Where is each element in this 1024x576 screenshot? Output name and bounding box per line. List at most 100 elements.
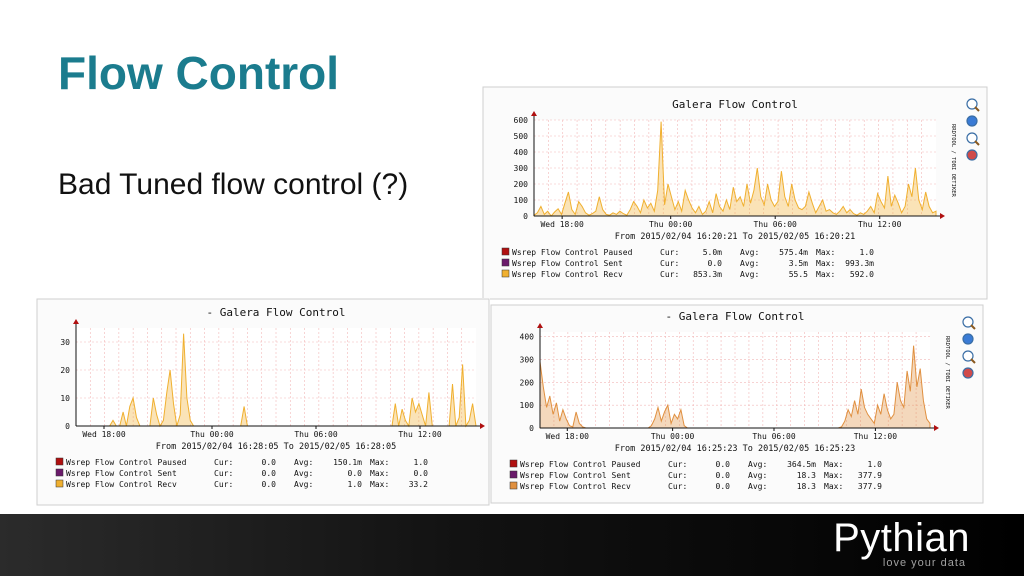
legend-max-value: 1.0 — [868, 460, 883, 469]
zoom-in-icon[interactable] — [966, 98, 980, 112]
legend-avg-label: Avg: — [294, 458, 313, 467]
date-range-label: From 2015/02/04 16:28:05 To 2015/02/05 1… — [156, 442, 397, 452]
y-tick-label: 0 — [529, 424, 534, 433]
legend-max-value: 33.2 — [409, 480, 428, 489]
legend-series-name: Wsrep Flow Control Paused — [520, 460, 641, 469]
legend-avg-value: 150.1m — [333, 458, 362, 467]
zoom-reset-icon-handle — [974, 140, 980, 146]
x-tick-label: Thu 00:00 — [649, 220, 693, 229]
chart-title: - Galera Flow Control — [665, 310, 804, 323]
zoom-in-icon-handle — [970, 324, 976, 330]
y-tick-label: 600 — [514, 116, 529, 125]
remove-icon[interactable] — [962, 367, 974, 379]
legend-swatch — [509, 459, 518, 468]
remove-icon[interactable] — [966, 149, 978, 161]
x-tick-label: Thu 06:00 — [294, 430, 338, 439]
zoom-reset-icon[interactable] — [966, 132, 980, 146]
legend-swatch — [501, 258, 510, 267]
zoom-out-icon[interactable] — [962, 333, 974, 345]
rrdtool-credit: RRDTOOL / TOBI OETIKER — [950, 124, 956, 198]
legend-series-name: Wsrep Flow Control Recv — [512, 270, 623, 279]
pythian-tagline: love your data — [882, 557, 966, 569]
remove-icon-circle — [966, 149, 978, 161]
legend-series-name: Wsrep Flow Control Sent — [520, 471, 631, 480]
legend-max-label: Max: — [824, 460, 843, 469]
x-tick-label: Wed 18:00 — [546, 432, 590, 441]
legend-max-label: Max: — [370, 469, 389, 478]
y-axis-arrow — [531, 111, 537, 116]
legend-avg-value: 0.0 — [348, 469, 363, 478]
legend-cur-value: 5.0m — [703, 248, 722, 257]
x-tick-label: Thu 00:00 — [190, 430, 234, 439]
legend-series-name: Wsrep Flow Control Paused — [512, 248, 633, 257]
legend-avg-label: Avg: — [748, 460, 767, 469]
chart-panel-top: Galera Flow Control RRDTOOL / TOBI OETIKE… — [482, 86, 988, 300]
x-tick-label: Thu 12:00 — [398, 430, 442, 439]
zoom-in-icon[interactable] — [962, 316, 976, 330]
zoom-reset-icon[interactable] — [962, 350, 976, 364]
legend-cur-label: Cur: — [660, 259, 679, 268]
rrdtool-credit: RRDTOOL / TOBI OETIKER — [944, 336, 950, 410]
legend-series-name: Wsrep Flow Control Sent — [66, 469, 177, 478]
legend-avg-value: 364.5m — [787, 460, 816, 469]
legend-series-name: Wsrep Flow Control Recv — [66, 480, 177, 489]
date-range-label: From 2015/02/04 16:20:21 To 2015/02/05 1… — [615, 232, 856, 242]
legend-avg-label: Avg: — [740, 248, 759, 257]
series-recv-area — [533, 121, 937, 217]
chart-svg: Galera Flow Control RRDTOOL / TOBI OETIKE… — [482, 86, 988, 300]
legend-cur-value: 0.0 — [262, 469, 277, 478]
legend-max-label: Max: — [370, 480, 389, 489]
y-tick-label: 200 — [514, 180, 529, 189]
legend-swatch — [509, 481, 518, 490]
zoom-out-icon-circle — [966, 115, 978, 127]
legend-cur-value: 0.0 — [708, 259, 723, 268]
x-tick-label: Thu 12:00 — [858, 220, 902, 229]
zoom-out-icon[interactable] — [966, 115, 978, 127]
y-tick-label: 100 — [514, 196, 529, 205]
x-axis-arrow — [934, 425, 939, 431]
y-tick-label: 500 — [514, 132, 529, 141]
zoom-reset-icon-handle — [970, 358, 976, 364]
legend-cur-value: 0.0 — [716, 482, 731, 491]
chart-svg: - Galera Flow Control RRDTOOL / TOBI OETI… — [490, 304, 984, 504]
y-tick-label: 400 — [514, 148, 529, 157]
legend-max-value: 993.3m — [845, 259, 874, 268]
chart-title: - Galera Flow Control — [206, 306, 345, 319]
y-tick-label: 400 — [520, 333, 535, 342]
x-tick-label: Thu 06:00 — [752, 432, 796, 441]
y-tick-label: 300 — [514, 164, 529, 173]
legend-avg-value: 18.3 — [797, 471, 816, 480]
legend-cur-label: Cur: — [668, 482, 687, 491]
legend-swatch — [55, 468, 64, 477]
slide-subtitle: Bad Tuned flow control (?) — [58, 168, 409, 201]
y-axis-arrow — [537, 323, 543, 328]
legend-max-value: 592.0 — [850, 270, 874, 279]
x-axis-arrow — [940, 213, 945, 219]
legend-max-value: 1.0 — [414, 458, 429, 467]
zoom-out-icon-circle — [962, 333, 974, 345]
y-tick-label: 200 — [520, 378, 535, 387]
legend-avg-label: Avg: — [748, 482, 767, 491]
legend-cur-label: Cur: — [214, 480, 233, 489]
legend-max-value: 377.9 — [858, 471, 882, 480]
zoom-in-icon-handle — [974, 106, 980, 112]
legend-max-value: 0.0 — [414, 469, 429, 478]
zoom-reset-icon-circle — [962, 350, 974, 362]
y-tick-label: 30 — [60, 338, 70, 347]
legend-avg-value: 55.5 — [789, 270, 808, 279]
legend-series-name: Wsrep Flow Control Paused — [66, 458, 187, 467]
x-tick-label: Wed 18:00 — [82, 430, 126, 439]
zoom-in-icon-circle — [962, 316, 974, 328]
x-tick-label: Thu 00:00 — [651, 432, 695, 441]
legend-max-label: Max: — [824, 471, 843, 480]
legend-swatch — [509, 470, 518, 479]
legend-cur-value: 0.0 — [716, 471, 731, 480]
legend-max-label: Max: — [370, 458, 389, 467]
legend-cur-value: 853.3m — [693, 270, 722, 279]
x-tick-label: Wed 18:00 — [540, 220, 584, 229]
legend-max-label: Max: — [816, 270, 835, 279]
legend-max-value: 377.9 — [858, 482, 882, 491]
chart-panel-bottom-right: - Galera Flow Control RRDTOOL / TOBI OETI… — [490, 304, 984, 504]
